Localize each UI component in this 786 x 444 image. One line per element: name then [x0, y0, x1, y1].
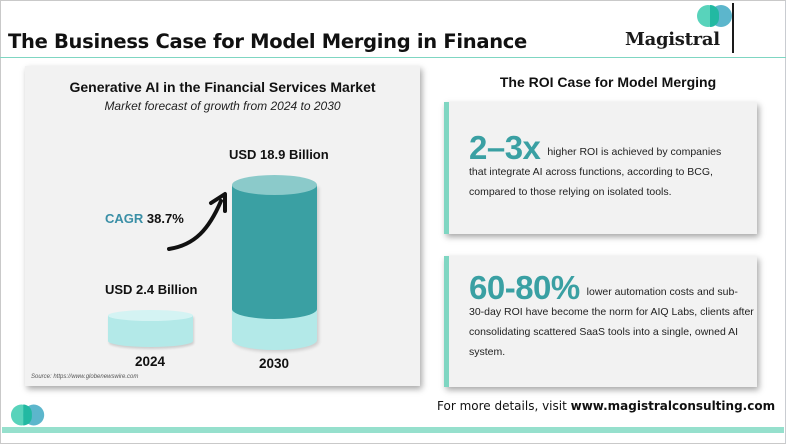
website-link[interactable]: www.magistralconsulting.com	[570, 399, 776, 413]
year-label-2024: 2024	[135, 354, 166, 369]
bottom-accent-bar	[2, 427, 784, 433]
logo-circles-icon	[697, 5, 735, 27]
chart-subtitle: Market forecast of growth from 2024 to 2…	[104, 99, 341, 113]
arrow-up-right-icon	[167, 192, 227, 251]
stat-text-line1: lower automation costs and sub-	[586, 286, 738, 298]
stat-big-number: 2–3x	[469, 129, 541, 166]
cagr-value: 38.7%	[146, 211, 184, 226]
page-title: The Business Case for Model Merging in F…	[8, 30, 527, 53]
value-label-2024: USD 2.4 Billion	[105, 282, 198, 297]
stat-text-line1: higher ROI is achieved by companies	[547, 146, 722, 158]
value-label-2030: USD 18.9 Billion	[229, 147, 329, 162]
brand-logo: Magistral	[625, 29, 720, 50]
stat-card-roi: 2–3x higher ROI is achieved by companies…	[444, 102, 757, 234]
chart-title: Generative AI in the Financial Services …	[69, 79, 376, 95]
stat-big-number: 60-80%	[469, 269, 580, 306]
cagr-annotation: CAGR 38.7%	[105, 211, 184, 226]
footer-logo-circles-icon	[10, 404, 47, 426]
footer-note: For more details, visit www.magistralcon…	[437, 399, 775, 413]
stat-card-cost: 60-80% lower automation costs and sub- 3…	[444, 256, 757, 387]
cagr-label: CAGR	[105, 211, 144, 226]
title-divider	[0, 57, 786, 58]
year-label-2030: 2030	[259, 356, 290, 371]
bar-2030	[232, 175, 317, 361]
footer-prefix: For more details, visit	[437, 399, 567, 413]
stat-text: that integrate AI across functions, acco…	[469, 166, 713, 198]
roi-section-title: The ROI Case for Model Merging	[499, 74, 717, 90]
bar-2024	[108, 310, 193, 348]
logo-divider	[732, 3, 734, 53]
market-chart-card: Generative AI in the Financial Services …	[25, 66, 420, 386]
stat-text: 30-day ROI have become the norm for AIQ …	[469, 306, 754, 358]
source-note: Source: https://www.globenewswire.com	[31, 374, 139, 380]
